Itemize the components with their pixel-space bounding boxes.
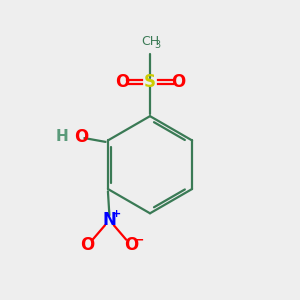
Text: 3: 3 — [154, 40, 161, 50]
Text: O: O — [80, 236, 94, 254]
Text: +: + — [112, 209, 122, 219]
Text: H: H — [56, 128, 69, 143]
Text: O: O — [171, 73, 185, 91]
Text: O: O — [74, 128, 88, 146]
Text: CH: CH — [141, 35, 159, 48]
Text: O: O — [124, 236, 139, 254]
Text: O: O — [115, 73, 129, 91]
Text: S: S — [144, 73, 156, 91]
Text: −: − — [133, 233, 144, 246]
Text: N: N — [103, 211, 116, 229]
